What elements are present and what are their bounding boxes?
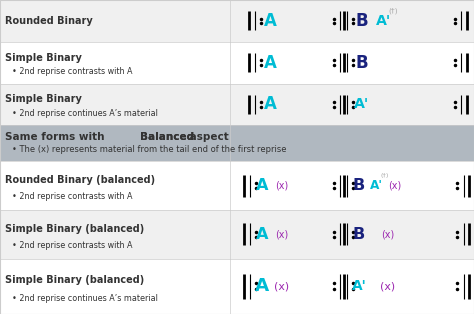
- Text: A': A': [351, 279, 366, 293]
- Text: Rounded Binary: Rounded Binary: [5, 16, 92, 26]
- Text: Rounded Binary (balanced): Rounded Binary (balanced): [5, 175, 155, 185]
- Text: A: A: [264, 95, 277, 113]
- FancyBboxPatch shape: [0, 125, 474, 161]
- Text: • The (x) represents material from the tail end of the first reprise: • The (x) represents material from the t…: [12, 145, 286, 154]
- Text: Balanced: Balanced: [140, 132, 194, 142]
- Text: (x): (x): [275, 230, 289, 239]
- Text: • 2nd reprise continues A’s material: • 2nd reprise continues A’s material: [12, 109, 158, 118]
- Text: • 2nd reprise continues A’s material: • 2nd reprise continues A’s material: [12, 294, 158, 303]
- Text: aspect: aspect: [186, 132, 228, 142]
- Text: • 2nd reprise contrasts with A: • 2nd reprise contrasts with A: [12, 192, 132, 201]
- Text: Simple Binary: Simple Binary: [5, 95, 82, 104]
- Text: (x): (x): [380, 281, 395, 291]
- Text: A: A: [264, 54, 277, 72]
- FancyBboxPatch shape: [0, 161, 474, 210]
- Text: Simple Binary (balanced): Simple Binary (balanced): [5, 275, 144, 285]
- FancyBboxPatch shape: [0, 259, 474, 314]
- Text: A': A': [354, 97, 369, 111]
- Text: A: A: [256, 227, 268, 242]
- Text: B: B: [356, 12, 368, 30]
- Text: (x): (x): [274, 281, 290, 291]
- Text: (x): (x): [275, 181, 289, 191]
- Text: Balanced: Balanced: [140, 132, 194, 142]
- Text: B: B: [353, 178, 365, 193]
- FancyBboxPatch shape: [0, 42, 474, 84]
- FancyBboxPatch shape: [0, 84, 474, 125]
- Text: A: A: [256, 178, 268, 193]
- Text: A': A': [376, 14, 392, 28]
- Text: A: A: [264, 12, 277, 30]
- Text: B: B: [353, 227, 365, 242]
- Text: (†): (†): [389, 7, 398, 14]
- Text: Simple Binary: Simple Binary: [5, 53, 82, 62]
- Text: B: B: [356, 54, 368, 72]
- FancyBboxPatch shape: [0, 210, 474, 259]
- Text: (x): (x): [388, 181, 401, 191]
- Text: • 2nd reprise contrasts with A: • 2nd reprise contrasts with A: [12, 67, 132, 76]
- Text: Same forms with: Same forms with: [5, 132, 108, 142]
- Text: A': A': [370, 179, 383, 192]
- FancyBboxPatch shape: [0, 0, 474, 42]
- Text: (†): (†): [381, 172, 389, 177]
- Text: Simple Binary (balanced): Simple Binary (balanced): [5, 224, 144, 234]
- Text: (x): (x): [381, 230, 394, 239]
- Text: A: A: [255, 277, 269, 295]
- Text: • 2nd reprise contrasts with A: • 2nd reprise contrasts with A: [12, 241, 132, 250]
